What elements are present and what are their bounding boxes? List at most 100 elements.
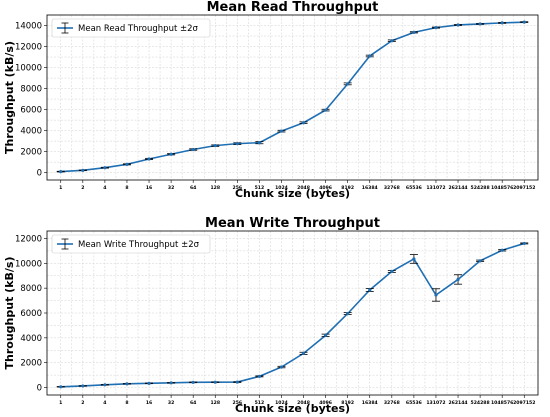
read-xtick-label: 262144 <box>448 185 467 191</box>
read-chart: 0 2000 4000 6000 8000 10000 12000 14000 1 2 4 8 16 32… <box>3 0 539 200</box>
read-data-point <box>235 142 239 146</box>
read-data-point <box>59 169 63 174</box>
read-data-point <box>368 54 372 58</box>
write-data-point <box>279 365 284 369</box>
write-xtick-label: 1048576 <box>491 400 513 406</box>
write-xtick-label: 2 <box>81 400 84 406</box>
write-xtick-label: 4 <box>103 400 106 406</box>
write-data-point <box>324 333 328 337</box>
read-data-point <box>301 121 306 125</box>
read-data-point <box>434 26 438 30</box>
write-xtick-label: 64 <box>190 400 196 406</box>
write-ytick-label: 2000 <box>20 359 42 369</box>
read-xtick-label: 8 <box>125 185 128 191</box>
read-plot-frame <box>46 14 539 181</box>
read-data-point <box>346 82 350 86</box>
read-xtick-label: 65536 <box>406 185 422 191</box>
read-xtick-label: 1024 <box>275 185 288 191</box>
read-data-point <box>412 30 416 34</box>
write-series-line <box>60 242 525 388</box>
write-data-point <box>500 248 504 252</box>
read-xtick-label: 1048576 <box>491 185 513 191</box>
write-data-point <box>169 381 173 385</box>
read-ytick-label: 14000 <box>15 22 42 32</box>
read-ytick-label: 4000 <box>20 127 42 137</box>
read-ytick-label: 0 <box>37 169 42 179</box>
write-series <box>56 241 529 389</box>
read-legend-label: Mean Read Throughput ±2σ <box>78 24 199 34</box>
write-data-point <box>412 257 416 261</box>
read-chart-title: Mean Read Throughput <box>207 0 379 15</box>
write-xtick-label: 262144 <box>448 400 467 406</box>
write-data-point <box>456 277 460 282</box>
write-legend-label: Mean Write Throughput ±2σ <box>78 240 200 250</box>
write-data-point <box>257 374 261 378</box>
read-xtick-label: 16384 <box>362 185 378 191</box>
write-xtick-label: 2048 <box>297 400 310 406</box>
read-ytick-label: 10000 <box>15 64 42 74</box>
read-xtick-label: 512 <box>255 185 265 191</box>
read-data-point <box>500 21 504 25</box>
write-data-point <box>346 312 350 316</box>
read-xtick-label: 131072 <box>426 185 445 191</box>
write-ytick-label: 8000 <box>20 284 42 294</box>
read-data-point <box>169 152 173 156</box>
read-data-point <box>213 144 217 148</box>
write-xtick-label: 1 <box>59 400 62 406</box>
write-xtick-label: 524288 <box>471 400 490 406</box>
write-ytick-label: 0 <box>37 384 42 394</box>
read-data-point <box>81 168 85 172</box>
read-legend: Mean Read Throughput ±2σ <box>51 18 211 38</box>
read-gridlines <box>47 14 538 180</box>
write-data-point <box>81 384 85 388</box>
write-xtick-label: 16384 <box>362 400 378 406</box>
write-ytick-label: 4000 <box>20 334 42 344</box>
read-xtick-label: 2 <box>81 185 84 191</box>
read-xtick-label: 32768 <box>384 185 400 191</box>
write-xtick-label: 8192 <box>341 400 354 406</box>
read-data-point <box>478 22 482 26</box>
write-data-point <box>235 380 239 384</box>
read-data-point <box>522 20 526 24</box>
write-data-point <box>434 293 438 297</box>
read-data-point <box>191 147 195 152</box>
read-xtick-label: 8192 <box>341 185 354 191</box>
write-data-point <box>125 382 129 386</box>
read-data-point <box>103 166 107 170</box>
read-xtick-label: 256 <box>233 185 243 191</box>
read-data-point <box>324 108 328 112</box>
read-data-point <box>257 141 261 145</box>
read-series-line <box>60 21 525 173</box>
write-xtick-label: 65536 <box>406 400 422 406</box>
write-xtick-label: 512 <box>255 400 265 406</box>
write-data-point <box>191 380 195 384</box>
write-chart-title: Mean Write Throughput <box>205 216 380 231</box>
write-legend: Mean Write Throughput ±2σ <box>51 234 211 254</box>
write-xtick-label: 16 <box>146 400 152 406</box>
read-xtick-label: 2097152 <box>513 185 535 191</box>
write-xtick-label: 1024 <box>275 400 288 406</box>
write-chart: 0 2000 4000 6000 8000 10000 12000 1 2 4 8 16 32 64 128… <box>3 216 539 415</box>
read-xtick-label: 128 <box>210 185 220 191</box>
read-data-point <box>125 162 129 166</box>
write-data-point <box>368 288 372 292</box>
read-ytick-label: 12000 <box>15 43 42 53</box>
read-data-point <box>147 157 151 161</box>
read-xtick-label: 4 <box>103 185 106 191</box>
read-xtick-label: 32 <box>168 185 174 191</box>
read-ytick-label: 2000 <box>20 148 42 158</box>
read-xtick-label: 4096 <box>319 185 332 191</box>
write-ytick-label: 6000 <box>20 309 42 319</box>
write-ytick-label: 12000 <box>15 234 42 244</box>
write-legend-box <box>51 234 211 254</box>
write-data-point <box>103 383 107 387</box>
write-xtick-label: 4096 <box>319 400 332 406</box>
write-y-axis-label: Throughput (kB/s) <box>3 257 16 370</box>
write-data-point <box>522 241 526 246</box>
write-x-axis-label: Chunk size (bytes) <box>235 402 350 415</box>
write-ytick-label: 10000 <box>15 259 42 269</box>
read-x-axis-label: Chunk size (bytes) <box>235 187 350 200</box>
write-data-point <box>478 259 482 263</box>
write-gridlines <box>47 231 538 395</box>
